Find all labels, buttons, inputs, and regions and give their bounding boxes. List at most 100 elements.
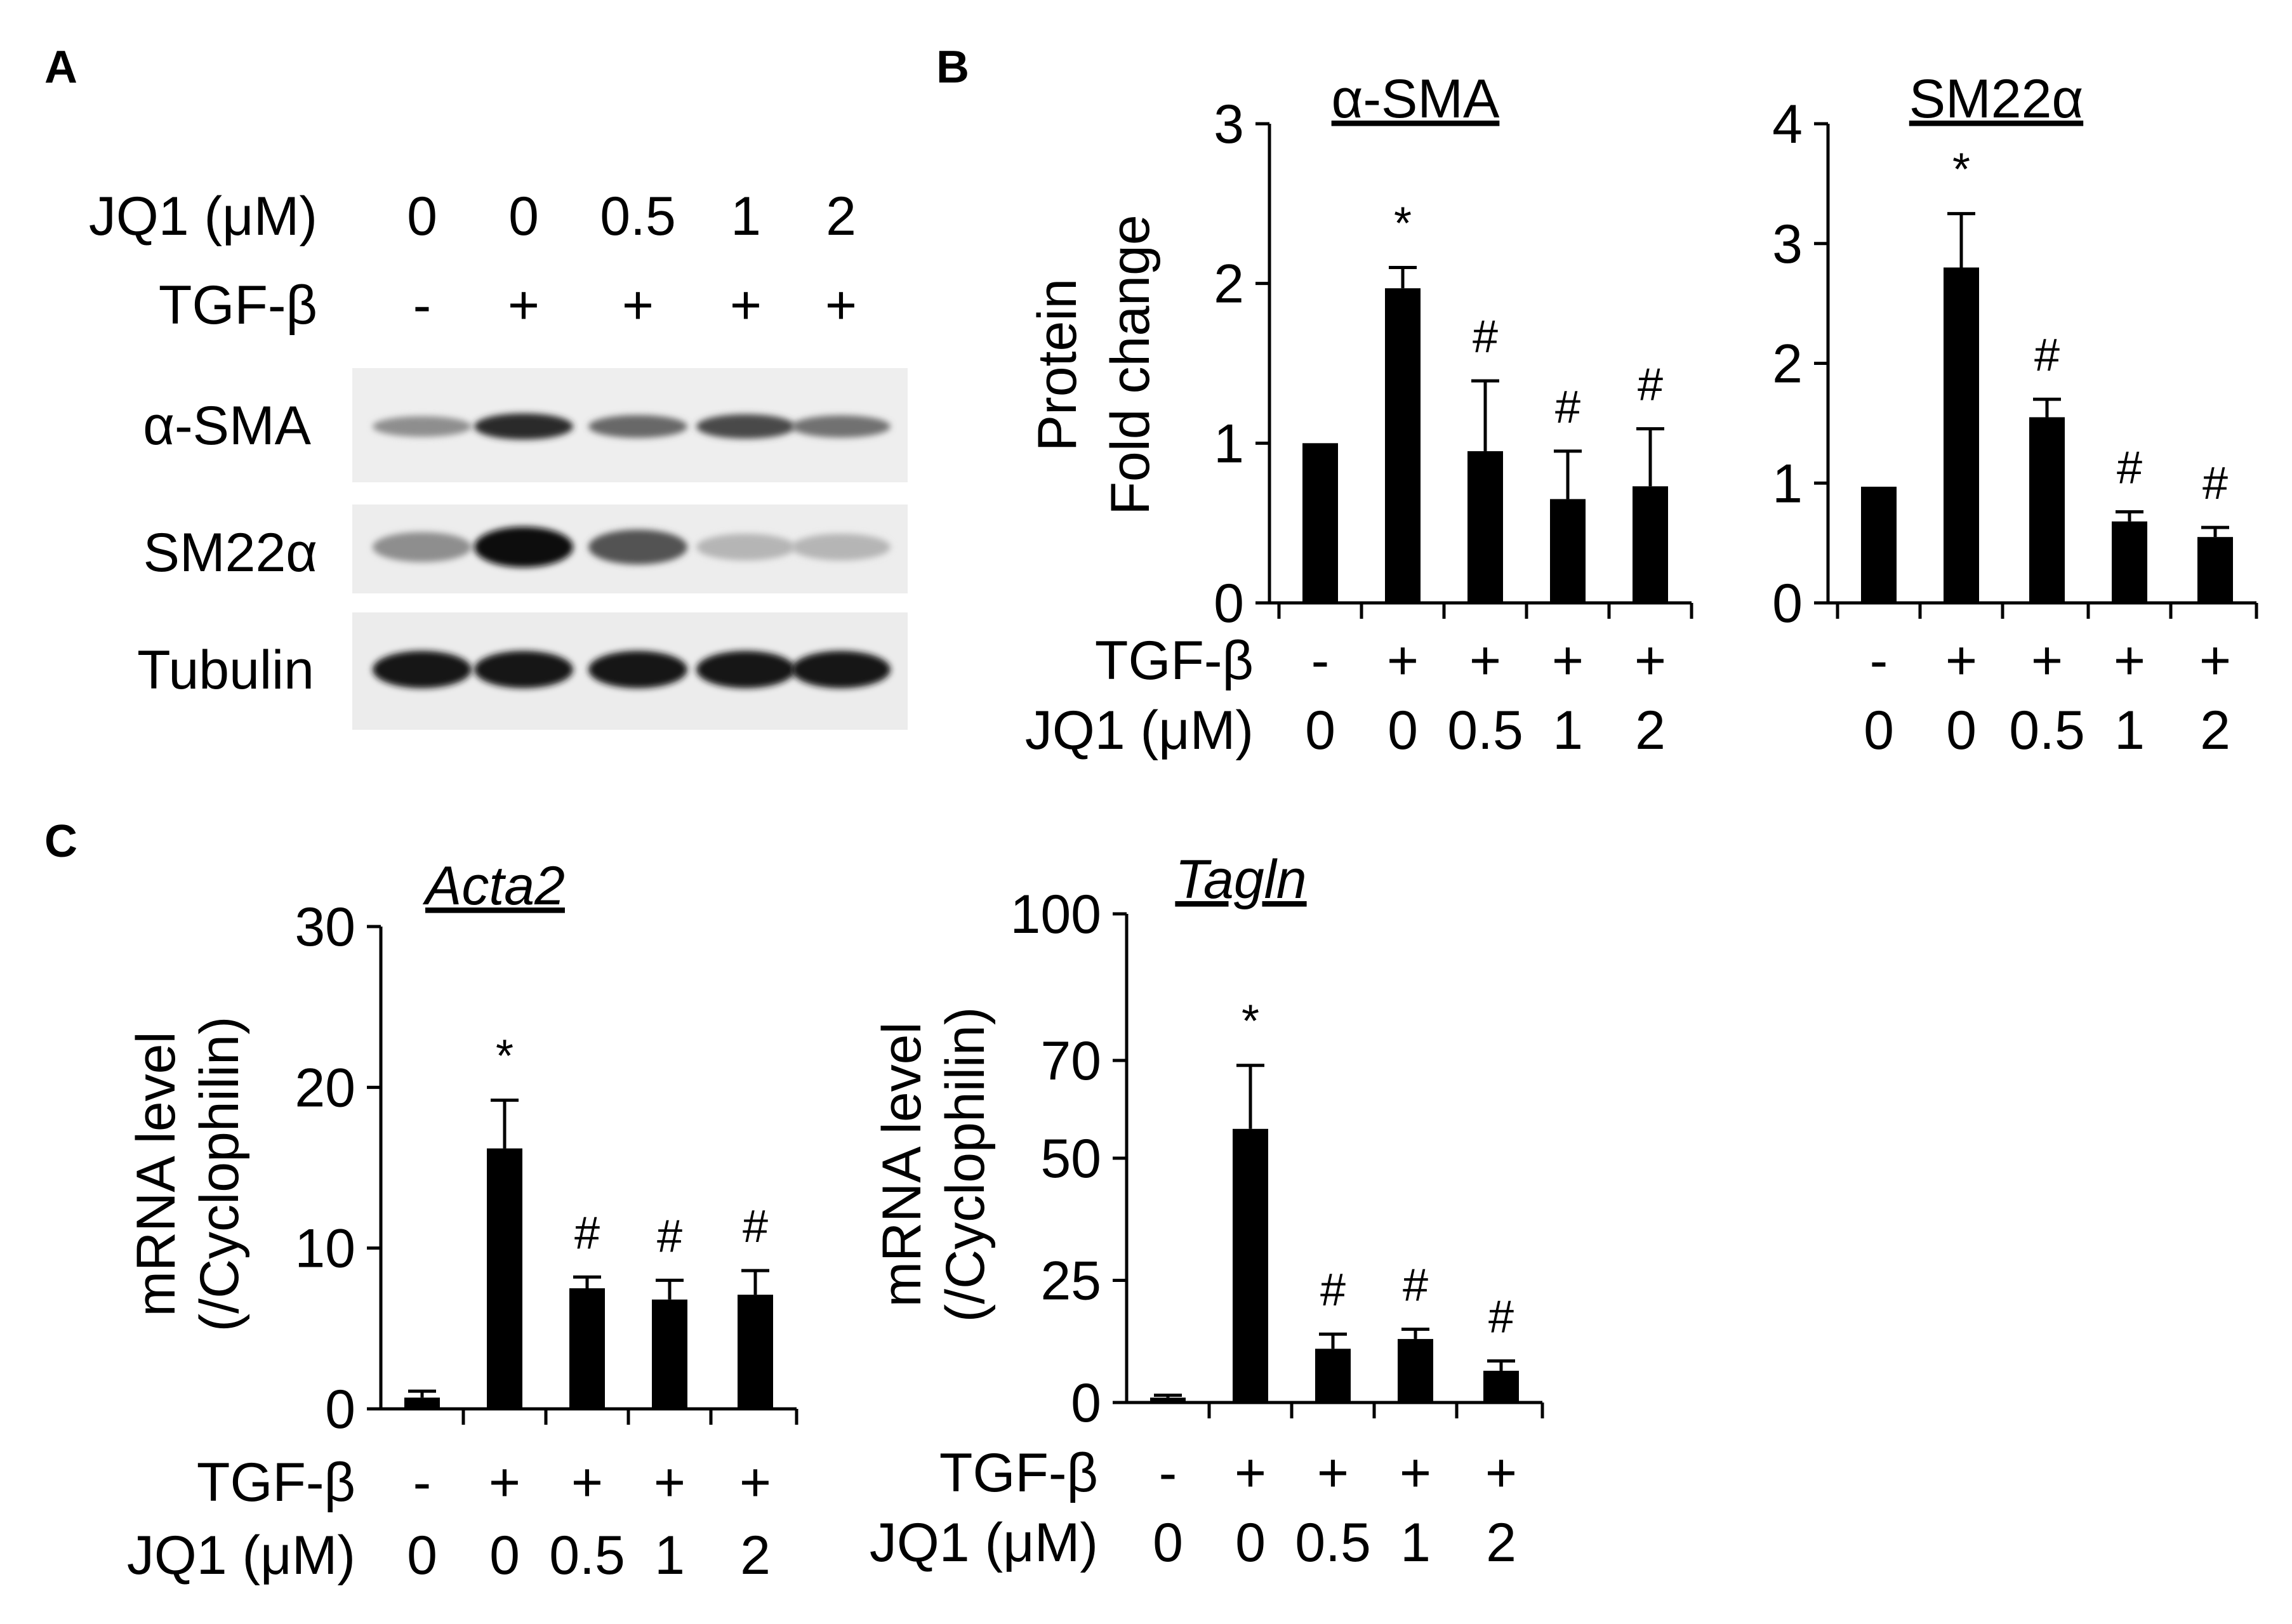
y-tick-label: 30 — [295, 897, 355, 958]
x-tgf-label: - — [1870, 630, 1888, 691]
bar — [404, 1397, 440, 1409]
x-tgf-label: + — [1387, 630, 1419, 691]
x-category-label: 0 — [1235, 1512, 1266, 1573]
y-tick-label: 0 — [325, 1379, 355, 1440]
y-tick-label: 0 — [1772, 573, 1803, 634]
blot-band — [696, 650, 795, 689]
bar — [487, 1148, 522, 1409]
x-row-label-tgf: TGF-β — [1095, 630, 1254, 691]
y-tick-label: 1 — [1214, 413, 1244, 474]
bar — [569, 1288, 605, 1409]
x-category-label: 2 — [2200, 700, 2230, 761]
significance-hash: # — [1555, 382, 1580, 433]
x-tgf-label: + — [2199, 630, 2231, 691]
blot-band — [474, 413, 573, 440]
y-tick-label: 20 — [295, 1057, 355, 1118]
significance-asterisk: * — [1242, 996, 1259, 1047]
x-category-label: 0 — [1153, 1512, 1183, 1573]
blot-band — [474, 650, 573, 689]
significance-hash: # — [574, 1208, 600, 1258]
significance-asterisk: * — [1394, 199, 1412, 249]
x-tgf-label: + — [489, 1452, 520, 1513]
x-tgf-label: + — [1485, 1442, 1517, 1503]
blot-jq1-value-2: 0 — [508, 186, 539, 247]
significance-hash: # — [1403, 1260, 1428, 1311]
bar — [1385, 288, 1421, 603]
x-category-label: 0 — [1305, 700, 1335, 761]
blot-band — [792, 415, 891, 438]
y-axis-label: (/Cyclophilin) — [189, 1016, 250, 1331]
chart-title: SM22α — [1909, 69, 2083, 129]
x-tgf-label: + — [1235, 1442, 1266, 1503]
x-category-label: 0.5 — [2009, 700, 2085, 761]
chart-title: Tagln — [1175, 849, 1306, 910]
chart-title: Acta2 — [422, 855, 565, 916]
y-axis-label: (/Cyclophilin) — [935, 1007, 996, 1322]
bar — [1633, 486, 1668, 603]
y-axis-label: mRNA level — [871, 1022, 932, 1307]
blot-band — [474, 527, 573, 567]
x-category-label: 0 — [1864, 700, 1894, 761]
panel-letter-a: A — [44, 42, 77, 93]
x-tgf-label: + — [1634, 630, 1666, 691]
x-tgf-label: + — [2031, 630, 2063, 691]
x-row-label-jq1: JQ1 (μM) — [127, 1525, 355, 1586]
x-tgf-label: - — [1159, 1442, 1177, 1503]
blot-band — [373, 532, 472, 562]
y-tick-label: 1 — [1772, 453, 1803, 514]
x-tgf-label: + — [2114, 630, 2145, 691]
x-tgf-label: + — [1945, 630, 1977, 691]
significance-hash: # — [2117, 443, 2142, 494]
western-blot-panel: JQ1 (μM) TGF-β 0 0 0.5 1 2 - + + + + α-S… — [89, 186, 908, 730]
blot-band — [792, 533, 891, 561]
blot-jq1-label: JQ1 (μM) — [89, 186, 317, 247]
bar — [1315, 1349, 1351, 1403]
blot-row-label-2: SM22α — [143, 522, 317, 583]
bar — [1861, 486, 1897, 603]
y-axis-label: mRNA level — [126, 1031, 187, 1316]
y-tick-label: 4 — [1772, 94, 1803, 155]
x-category-label: 1 — [654, 1525, 685, 1586]
significance-hash: # — [743, 1201, 768, 1252]
x-category-label: 0.5 — [1295, 1512, 1371, 1573]
blot-tgf-value-3: + — [622, 275, 654, 336]
blot-band — [588, 529, 687, 565]
blot-jq1-value-5: 2 — [826, 186, 856, 247]
bar — [1302, 443, 1338, 603]
y-tick-label: 70 — [1040, 1031, 1101, 1092]
x-category-label: 0.5 — [549, 1525, 625, 1586]
y-axis-label: Protein — [1027, 279, 1088, 452]
y-tick-label: 3 — [1772, 214, 1803, 275]
significance-hash: # — [657, 1211, 682, 1262]
x-tgf-label: + — [1552, 630, 1584, 691]
blot-band — [792, 650, 891, 689]
x-tgf-label: + — [1400, 1442, 1431, 1503]
blot-band — [588, 650, 687, 689]
x-category-label: 1 — [1400, 1512, 1431, 1573]
x-tgf-label: - — [413, 1452, 432, 1513]
bar — [1150, 1397, 1186, 1403]
significance-hash: # — [2203, 458, 2228, 509]
bar — [1233, 1128, 1268, 1403]
significance-hash: # — [1638, 360, 1663, 411]
x-tgf-label: + — [1469, 630, 1501, 691]
blot-jq1-value-4: 1 — [731, 186, 761, 247]
x-category-label: 0 — [1946, 700, 1977, 761]
bar — [1944, 267, 1979, 603]
y-tick-label: 50 — [1040, 1128, 1101, 1189]
x-category-label: 0.5 — [1447, 700, 1523, 761]
blot-jq1-value-3: 0.5 — [600, 186, 676, 247]
x-tgf-label: + — [571, 1452, 603, 1513]
bar — [2112, 521, 2147, 603]
y-axis-label: Fold change — [1100, 215, 1161, 515]
blot-row-label-3: Tubulin — [137, 640, 314, 701]
bar — [2197, 537, 2233, 603]
y-tick-label: 0 — [1071, 1373, 1101, 1434]
bar — [1483, 1370, 1519, 1403]
x-category-label: 0 — [489, 1525, 520, 1586]
blot-jq1-value-1: 0 — [407, 186, 437, 247]
blot-band — [373, 650, 472, 689]
